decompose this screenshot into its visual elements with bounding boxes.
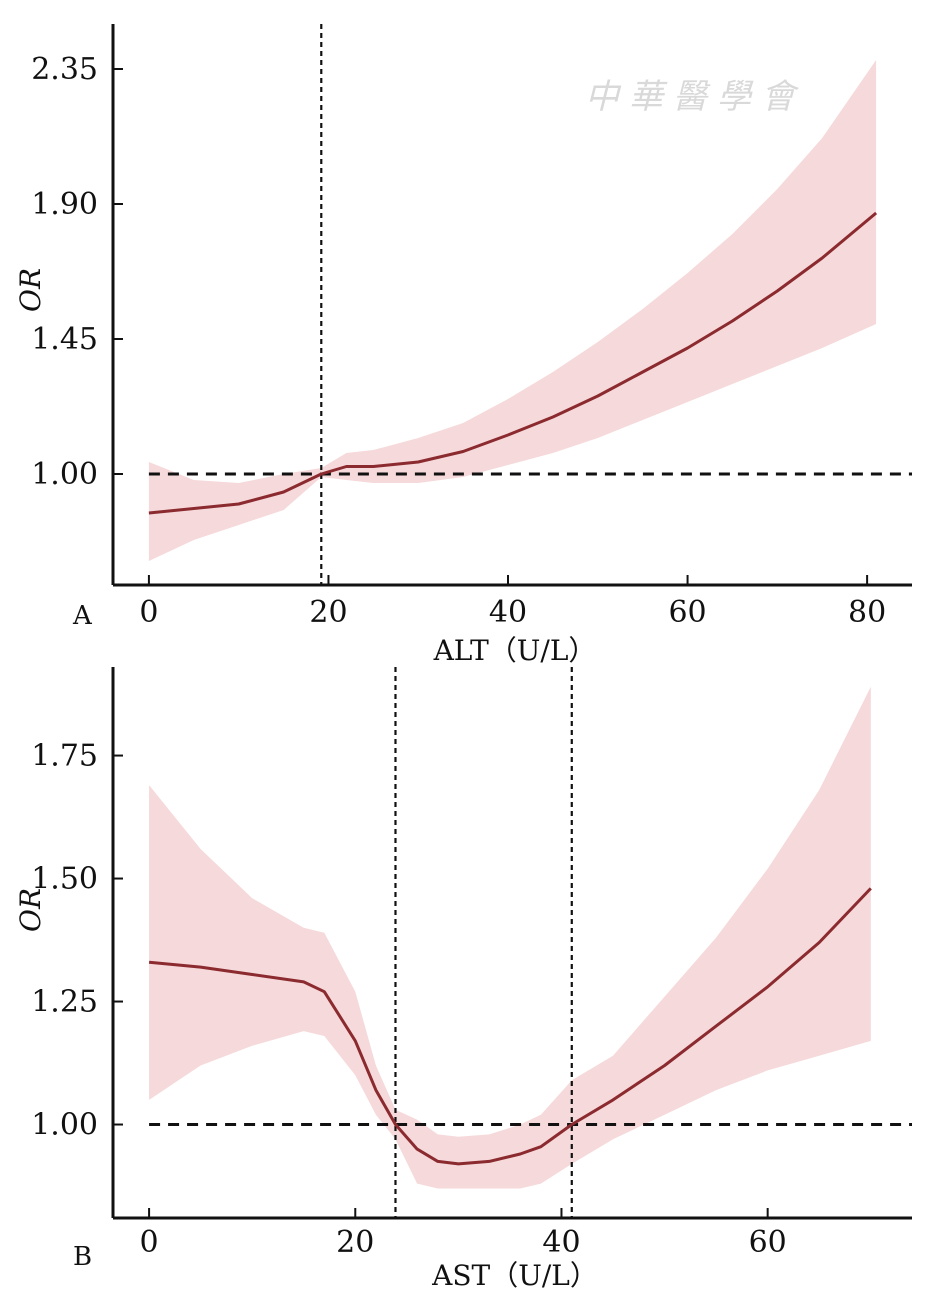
or-curve-a — [148, 211, 878, 515]
y-axis-title-b: OR — [14, 888, 47, 932]
y-tick-label: 1.25 — [31, 985, 98, 1020]
or-curve-b — [148, 887, 872, 1166]
x-tick-label: 60 — [668, 595, 706, 630]
ticks-b: 0 20 40 60 1.00 1.25 1.50 1.75 — [31, 739, 787, 1260]
x-tick-label: 40 — [542, 1225, 580, 1260]
ci-band-a — [148, 60, 877, 561]
series-line-b — [148, 887, 872, 1166]
y-tick-label: 1.00 — [31, 457, 98, 492]
x-tick-label: 20 — [336, 1225, 374, 1260]
x-axis-title-a: ALT（U/L） — [433, 634, 597, 667]
ci-band-b — [149, 686, 871, 1189]
panel-a: 0 20 40 60 80 1.00 1.45 1.90 2.35 ALT（U/L） OR A — [14, 24, 912, 667]
panel-label-a: A — [72, 601, 93, 631]
reference-lines-a — [148, 24, 912, 585]
series-line-a — [148, 211, 878, 515]
confidence-band-a — [148, 60, 877, 561]
x-tick-label: 0 — [139, 595, 158, 630]
confidence-band-b — [149, 686, 871, 1189]
y-tick-label: 2.35 — [31, 52, 98, 87]
y-tick-label: 1.75 — [31, 739, 98, 774]
panel-label-b: B — [73, 1242, 92, 1272]
watermark: 中華醫學會 — [585, 77, 805, 117]
x-tick-label: 20 — [309, 595, 347, 630]
y-tick-label: 1.90 — [31, 187, 98, 222]
x-tick-label: 40 — [489, 595, 527, 630]
y-tick-label: 1.50 — [31, 862, 98, 897]
x-axis-title-b: AST（U/L） — [431, 1259, 598, 1292]
x-tick-label: 80 — [848, 595, 886, 630]
y-tick-label: 1.45 — [31, 322, 98, 357]
panel-b: 0 20 40 60 1.00 1.25 1.50 1.75 AST（U/L） OR B — [14, 667, 912, 1292]
y-tick-label: 1.00 — [31, 1108, 98, 1143]
y-axis-title-a: OR — [14, 268, 47, 312]
axes-b — [111, 667, 912, 1220]
ticks-a: 0 20 40 60 80 1.00 1.45 1.90 2.35 — [31, 52, 886, 630]
axes-a — [111, 24, 912, 587]
x-tick-label: 0 — [140, 1225, 159, 1260]
x-tick-label: 60 — [749, 1225, 787, 1260]
